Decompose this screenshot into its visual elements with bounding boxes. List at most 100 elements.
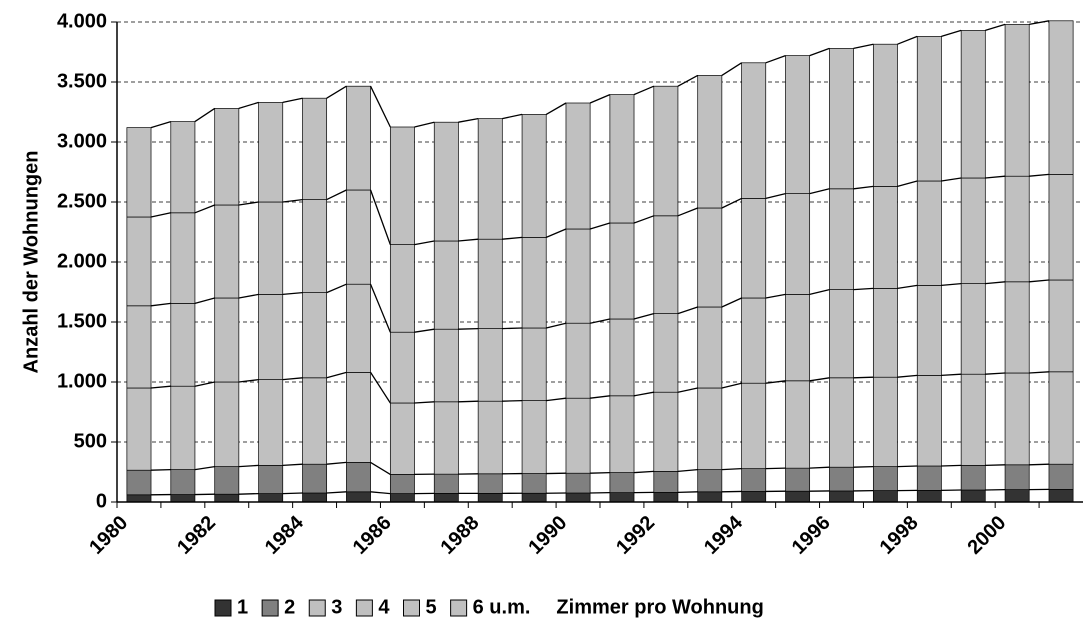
bar-segment: [433, 240, 459, 330]
series-line: [721, 297, 742, 308]
bar-segment: [346, 85, 371, 191]
bar-segment: [302, 377, 328, 465]
series-line: [590, 395, 610, 399]
legend-label: 6 u.m.: [473, 596, 531, 618]
series-line: [370, 372, 391, 404]
bar-segment: [477, 473, 503, 494]
bar-segment: [609, 222, 635, 320]
x-tick-label: 1996: [788, 512, 835, 559]
bar-segment: [872, 466, 898, 491]
bar-segment: [389, 331, 415, 404]
series-line: [282, 463, 303, 467]
series-line: [897, 180, 918, 188]
series-line: [545, 102, 567, 115]
bar-segment: [741, 382, 767, 469]
series-line: [370, 461, 391, 475]
bar-segment: [960, 465, 986, 491]
bar-segment: [1048, 463, 1074, 490]
bar-segment: [609, 318, 635, 397]
series-line: [765, 380, 786, 384]
series-line: [721, 62, 742, 76]
series-line: [194, 204, 215, 214]
bar-segment: [960, 489, 986, 503]
series-line: [369, 189, 391, 245]
bar-segment: [126, 305, 152, 389]
bar-segment: [346, 491, 371, 503]
series-line: [546, 322, 567, 329]
bar-segment: [565, 397, 591, 474]
x-tick-label: 1980: [85, 512, 132, 559]
bar-segment: [872, 186, 898, 289]
bar-segment: [170, 385, 196, 470]
bar-segment: [741, 198, 767, 299]
legend-label: 5: [426, 596, 437, 618]
y-tick-label: 1.500: [57, 310, 107, 332]
bar-segment: [170, 469, 196, 495]
series-line: [545, 228, 567, 238]
legend-swatch: [403, 599, 420, 617]
bar-segment: [477, 118, 503, 240]
series-line: [369, 283, 391, 333]
bar-segment: [389, 126, 415, 245]
bar-segment: [960, 177, 986, 284]
bar-segment: [916, 180, 942, 286]
legend-swatch: [261, 599, 279, 617]
x-tick-label: 1984: [261, 511, 309, 559]
bar-segment: [960, 373, 986, 466]
bar-segment: [609, 94, 635, 224]
bar-segment: [565, 472, 591, 494]
series-line: [677, 387, 698, 393]
bar-segment: [346, 189, 371, 285]
series-line: [941, 464, 962, 467]
series-line: [1029, 173, 1050, 177]
bar-segment: [170, 494, 196, 503]
series-line: [151, 468, 171, 471]
bar-segment: [521, 492, 547, 503]
bar-segment: [126, 127, 152, 218]
series-line: [326, 283, 347, 294]
bar-segment: [126, 216, 152, 307]
bar-segment: [653, 391, 679, 472]
bar-segment: [697, 491, 723, 503]
bar-segment: [697, 306, 723, 389]
series-line: [721, 467, 742, 471]
bar-segment: [302, 463, 328, 494]
bar-segment: [872, 288, 898, 378]
series-line: [238, 378, 259, 383]
bar-segment: [741, 491, 767, 503]
series-line: [194, 297, 215, 305]
series-line: [853, 465, 874, 468]
series-line: [546, 397, 567, 402]
bar-segment: [1048, 371, 1074, 465]
bar-segment: [829, 48, 854, 190]
x-tick-label: 1986: [349, 512, 396, 559]
series-line: [765, 54, 786, 64]
y-axis-label: Anzahl der Wohnungen: [20, 151, 42, 374]
series-line: [150, 302, 171, 307]
bar-segment: [872, 376, 898, 467]
series-line: [589, 222, 611, 230]
bar-segment: [389, 493, 415, 503]
series-line: [765, 293, 786, 299]
series-line: [282, 492, 303, 495]
bar-segment: [214, 297, 240, 383]
series-line: [414, 401, 435, 404]
x-tick-label: 1994: [700, 511, 748, 559]
series-line: [502, 236, 523, 240]
x-tick-label: 1990: [524, 512, 571, 559]
bar-segment: [1004, 372, 1030, 466]
series-line: [238, 101, 259, 110]
series-line: [326, 461, 347, 465]
series-line: [633, 312, 654, 320]
legend-swatch: [355, 599, 373, 617]
bar-segment: [916, 375, 942, 467]
series-line: [853, 376, 874, 379]
bar-segment: [785, 193, 811, 295]
legend-title: Zimmer pro Wohnung: [556, 596, 763, 618]
bar-segment: [1004, 281, 1030, 374]
legend-swatch: [450, 599, 468, 617]
series-line: [238, 201, 259, 206]
series-line: [150, 385, 171, 389]
bar-segment: [916, 490, 942, 503]
